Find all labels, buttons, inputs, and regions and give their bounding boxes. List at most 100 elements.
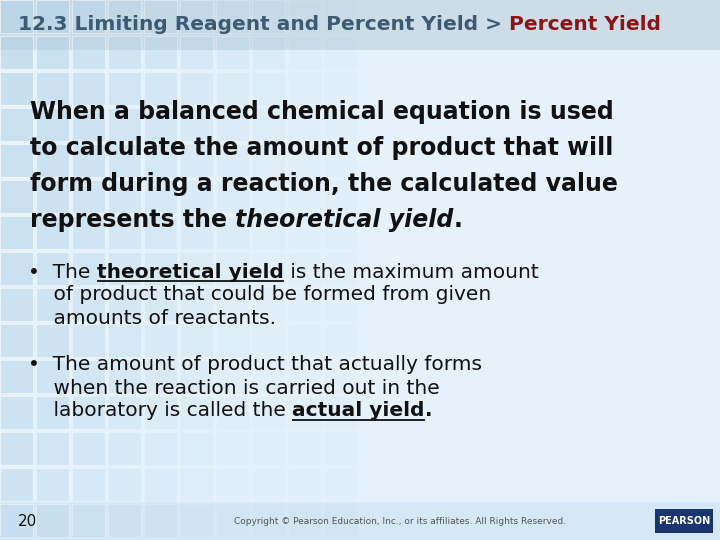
- Bar: [252, 72, 285, 105]
- Bar: [324, 0, 357, 33]
- Bar: [0, 36, 33, 69]
- Bar: [108, 468, 141, 501]
- Bar: [0, 252, 33, 285]
- Bar: [144, 108, 177, 141]
- Bar: [144, 504, 177, 537]
- Bar: [288, 504, 321, 537]
- Bar: [288, 432, 321, 465]
- Text: 20: 20: [18, 514, 37, 529]
- Bar: [0, 0, 720, 50]
- Bar: [72, 36, 105, 69]
- Bar: [144, 144, 177, 177]
- Bar: [0, 432, 33, 465]
- Bar: [216, 252, 249, 285]
- Bar: [0, 216, 33, 249]
- Text: when the reaction is carried out in the: when the reaction is carried out in the: [28, 379, 440, 397]
- Bar: [108, 72, 141, 105]
- Bar: [288, 468, 321, 501]
- Bar: [180, 324, 213, 357]
- Bar: [144, 252, 177, 285]
- Bar: [0, 144, 33, 177]
- Bar: [36, 432, 69, 465]
- Bar: [144, 72, 177, 105]
- Bar: [180, 144, 213, 177]
- Bar: [216, 72, 249, 105]
- Bar: [288, 180, 321, 213]
- Bar: [324, 504, 357, 537]
- Bar: [0, 396, 33, 429]
- Bar: [252, 180, 285, 213]
- Bar: [655, 509, 713, 533]
- Bar: [36, 288, 69, 321]
- Bar: [36, 468, 69, 501]
- Bar: [324, 72, 357, 105]
- Bar: [288, 324, 321, 357]
- Bar: [108, 108, 141, 141]
- Text: •  The amount of product that actually forms: • The amount of product that actually fo…: [28, 355, 482, 375]
- Bar: [216, 288, 249, 321]
- Text: When a balanced chemical equation is used: When a balanced chemical equation is use…: [30, 100, 613, 124]
- Bar: [0, 468, 33, 501]
- Bar: [324, 144, 357, 177]
- Bar: [108, 144, 141, 177]
- Bar: [180, 0, 213, 33]
- Bar: [0, 108, 33, 141]
- Bar: [108, 288, 141, 321]
- Text: theoretical yield: theoretical yield: [235, 208, 454, 232]
- Bar: [36, 144, 69, 177]
- Bar: [144, 0, 177, 33]
- Bar: [288, 0, 321, 33]
- Bar: [180, 252, 213, 285]
- Bar: [216, 396, 249, 429]
- Bar: [72, 468, 105, 501]
- Bar: [180, 432, 213, 465]
- Bar: [108, 216, 141, 249]
- Bar: [72, 396, 105, 429]
- Bar: [144, 360, 177, 393]
- Bar: [108, 324, 141, 357]
- Bar: [108, 180, 141, 213]
- Bar: [288, 396, 321, 429]
- Bar: [144, 396, 177, 429]
- Bar: [180, 360, 213, 393]
- Bar: [0, 502, 720, 540]
- Bar: [324, 468, 357, 501]
- Text: of product that could be formed from given: of product that could be formed from giv…: [28, 286, 491, 305]
- Bar: [216, 504, 249, 537]
- Bar: [216, 144, 249, 177]
- Bar: [324, 180, 357, 213]
- Bar: [216, 324, 249, 357]
- Bar: [72, 108, 105, 141]
- Bar: [72, 324, 105, 357]
- Bar: [252, 36, 285, 69]
- Text: Percent Yield: Percent Yield: [509, 16, 661, 35]
- Bar: [252, 288, 285, 321]
- Text: theoretical yield: theoretical yield: [96, 262, 284, 281]
- Bar: [36, 360, 69, 393]
- Text: 12.3 Limiting Reagent and Percent Yield >: 12.3 Limiting Reagent and Percent Yield …: [18, 16, 509, 35]
- Bar: [324, 252, 357, 285]
- Bar: [180, 504, 213, 537]
- Bar: [0, 180, 33, 213]
- Bar: [72, 360, 105, 393]
- Bar: [36, 72, 69, 105]
- Bar: [36, 216, 69, 249]
- Bar: [288, 216, 321, 249]
- Bar: [0, 0, 33, 33]
- Bar: [108, 36, 141, 69]
- Bar: [216, 216, 249, 249]
- Text: laboratory is called the: laboratory is called the: [28, 402, 292, 421]
- Bar: [252, 144, 285, 177]
- Bar: [108, 432, 141, 465]
- Bar: [144, 324, 177, 357]
- Bar: [0, 324, 33, 357]
- Bar: [144, 216, 177, 249]
- Bar: [180, 216, 213, 249]
- Bar: [180, 468, 213, 501]
- Text: •  The: • The: [28, 262, 96, 281]
- Bar: [252, 504, 285, 537]
- Text: .: .: [454, 208, 462, 232]
- Bar: [36, 504, 69, 537]
- Bar: [108, 0, 141, 33]
- Bar: [72, 504, 105, 537]
